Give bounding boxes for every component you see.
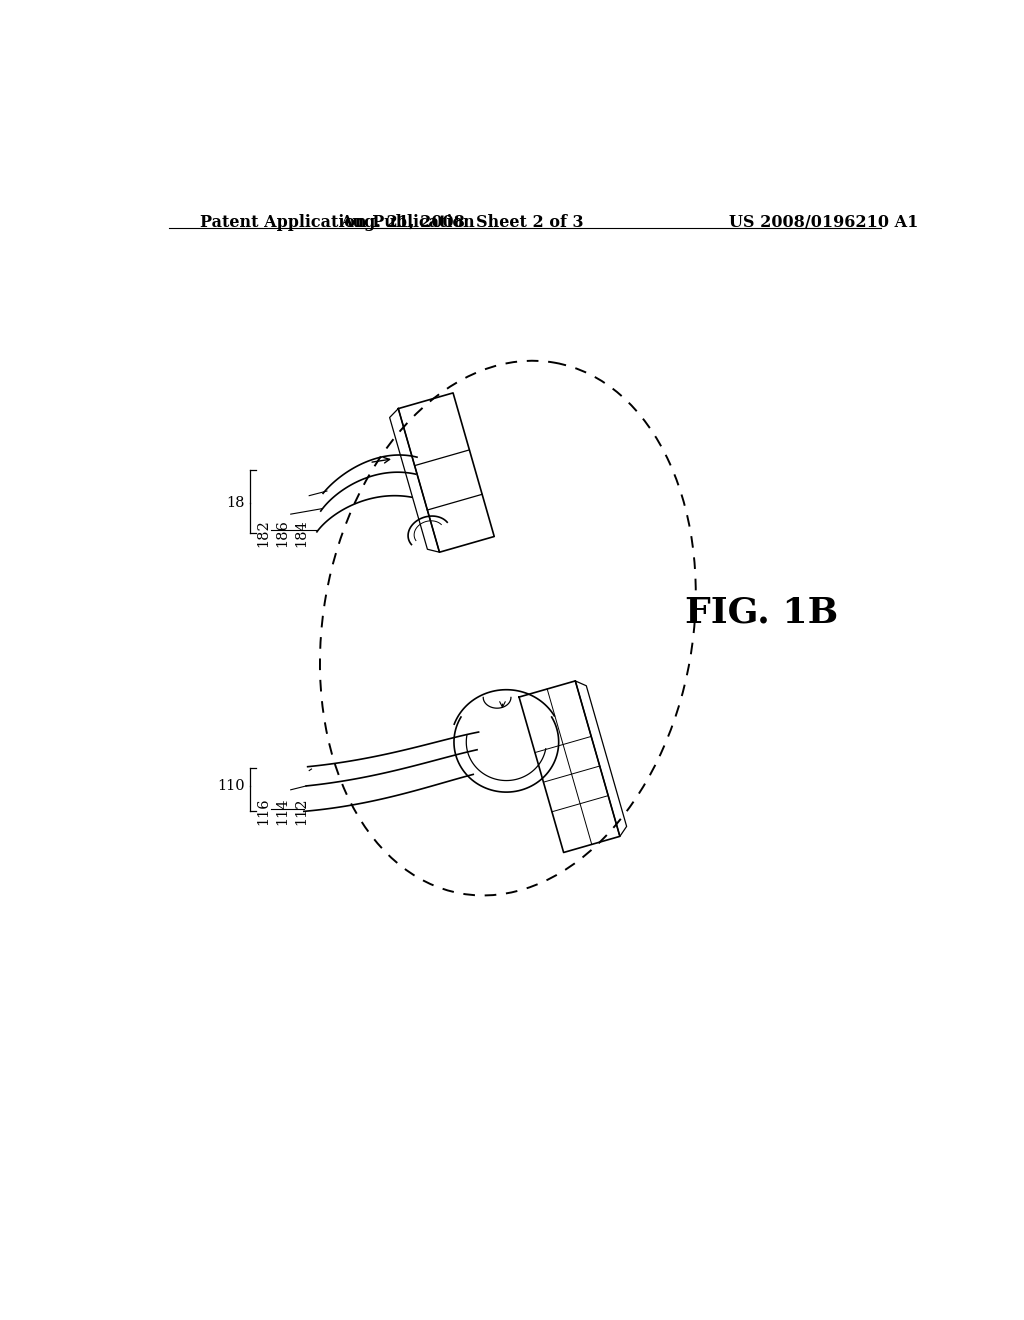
- Text: 182: 182: [256, 520, 270, 548]
- Text: 18: 18: [226, 495, 245, 510]
- Text: 114: 114: [275, 797, 290, 825]
- Text: FIG. 1B: FIG. 1B: [685, 595, 839, 630]
- Text: 110: 110: [217, 779, 245, 793]
- Text: Patent Application Publication: Patent Application Publication: [200, 214, 474, 231]
- Text: 116: 116: [256, 797, 270, 825]
- Text: 184: 184: [295, 520, 308, 548]
- Text: 112: 112: [295, 797, 308, 825]
- Text: US 2008/0196210 A1: US 2008/0196210 A1: [729, 214, 919, 231]
- Text: 186: 186: [275, 520, 290, 548]
- Text: Aug. 21, 2008  Sheet 2 of 3: Aug. 21, 2008 Sheet 2 of 3: [340, 214, 584, 231]
